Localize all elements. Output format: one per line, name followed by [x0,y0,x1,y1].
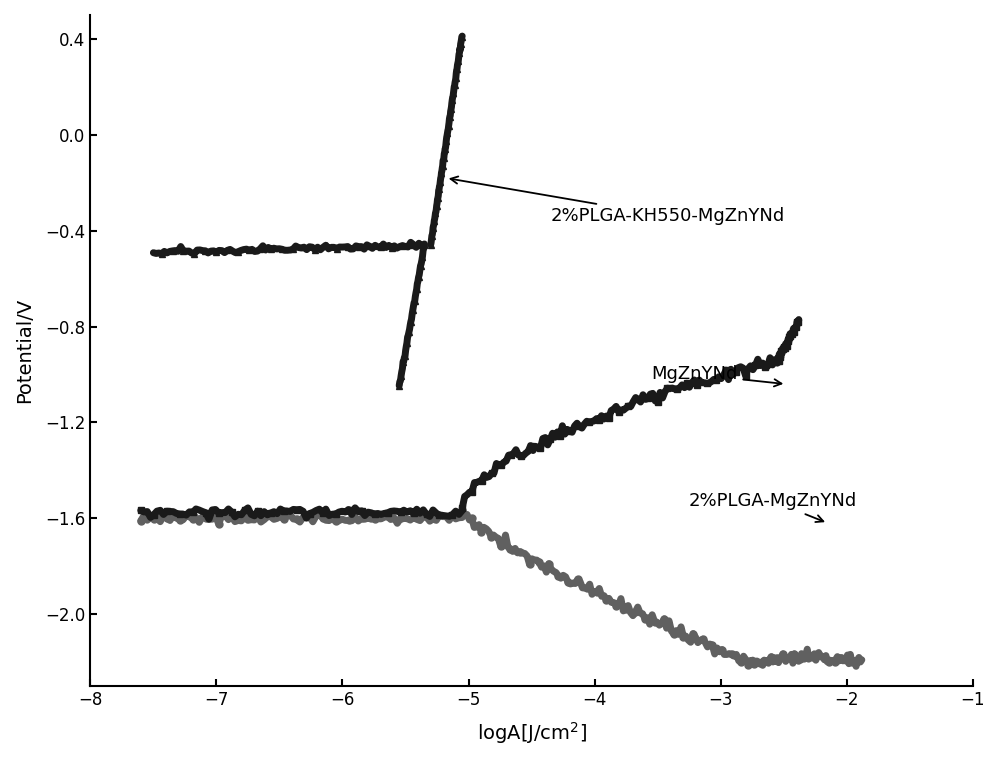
Text: 2%PLGA-KH550-MgZnYNd: 2%PLGA-KH550-MgZnYNd [451,177,785,225]
Text: MgZnYNd: MgZnYNd [651,365,781,387]
Y-axis label: Potential/V: Potential/V [15,298,34,403]
X-axis label: logA[J/cm$^2$]: logA[J/cm$^2$] [477,720,587,746]
Text: 2%PLGA-MgZnYNd: 2%PLGA-MgZnYNd [689,492,857,522]
